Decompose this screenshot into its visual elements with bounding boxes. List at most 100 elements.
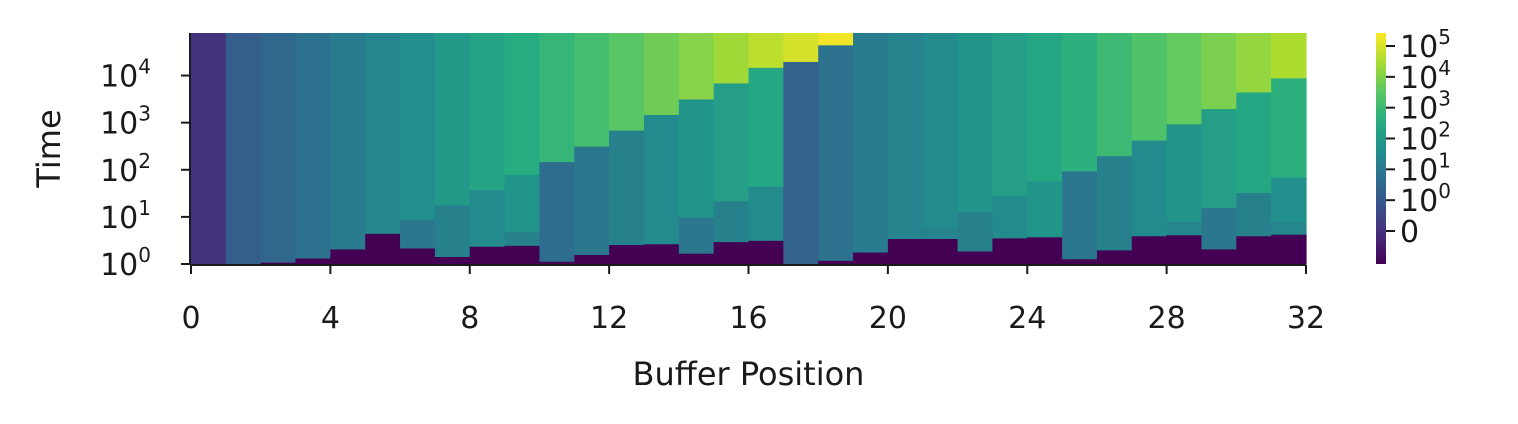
heatmap-cell <box>957 33 993 213</box>
heatmap-cell <box>365 33 401 234</box>
heatmap-cell <box>469 189 506 247</box>
heatmap-cell <box>1201 33 1237 110</box>
heatmap-cell <box>922 238 959 265</box>
heatmap-cell <box>678 33 715 100</box>
heatmap-cell <box>1271 221 1307 235</box>
y-tick-label: 103 <box>100 102 151 142</box>
colorbar-tick-label: 0 <box>1400 215 1419 250</box>
heatmap-cell <box>504 231 541 246</box>
heatmap-cell <box>1201 248 1237 265</box>
heatmap-cell <box>539 33 575 163</box>
heatmap-cell <box>992 237 1028 265</box>
heatmap-cell <box>609 33 645 131</box>
heatmap-cell <box>1096 249 1133 265</box>
heatmap-cell <box>434 204 471 257</box>
heatmap-cell <box>643 243 680 265</box>
heatmap-cell <box>469 33 506 191</box>
heatmap-cell <box>748 240 784 265</box>
heatmap-cell <box>1201 207 1237 250</box>
heatmap-cell <box>1271 77 1307 178</box>
heatmap-cell <box>853 33 889 253</box>
heatmap-cell <box>400 33 436 220</box>
heatmap-cell <box>678 98 715 218</box>
heatmap-cell <box>260 262 297 265</box>
heatmap-cell <box>1131 235 1168 265</box>
heatmap-cell <box>295 33 331 259</box>
heatmap-cell <box>1027 236 1063 265</box>
heatmap-cell <box>992 33 1028 197</box>
colorbar-tick-label: 101 <box>1400 148 1451 188</box>
heatmap-cell <box>1236 33 1272 93</box>
x-axis-label: Buffer Position <box>633 355 865 393</box>
heatmap-cell <box>643 114 680 245</box>
heatmap-cell <box>818 44 854 261</box>
heatmap-cell <box>400 247 436 265</box>
heatmap-cell <box>1271 234 1307 265</box>
x-tick-label: 16 <box>729 301 767 336</box>
colorbar-tick-label: 100 <box>1400 179 1451 219</box>
colorbar-tick-label: 103 <box>1400 87 1451 127</box>
heatmap-cell <box>574 254 610 265</box>
heatmap-cell <box>1131 139 1168 237</box>
y-tick-label: 100 <box>100 243 151 283</box>
heatmap-cell <box>469 246 506 265</box>
heatmap-cell <box>922 33 959 228</box>
heatmap-cell <box>574 145 610 255</box>
heatmap-cell <box>1166 33 1203 125</box>
heatmap-cell <box>1236 91 1272 194</box>
heatmap-cell <box>1236 192 1272 237</box>
x-tick-label: 4 <box>321 301 340 336</box>
heatmap-cell <box>783 61 819 265</box>
x-tick-label: 28 <box>1148 301 1186 336</box>
heatmap-cell <box>504 174 541 232</box>
heatmap-cell <box>609 129 645 246</box>
heatmap-cell <box>609 244 645 265</box>
heatmap-cell <box>992 195 1028 239</box>
heatmap-cell <box>1166 234 1203 265</box>
colorbar-tick-label: 105 <box>1400 25 1451 65</box>
x-axis: 0 4 8 12 16 20 24 28 32 <box>181 264 1325 336</box>
heatmap-cell <box>957 250 993 265</box>
heatmap-cell <box>1062 258 1098 265</box>
heatmap-cell <box>853 251 889 265</box>
heatmap-cell <box>191 33 227 265</box>
heatmap-cell <box>713 200 750 243</box>
heatmap-cell <box>1271 177 1307 223</box>
heatmap-cell <box>957 211 993 252</box>
heatmap-cell <box>400 219 436 249</box>
heatmap-cell <box>1027 180 1063 238</box>
colorbar-tick-label: 102 <box>1400 118 1451 158</box>
x-tick-label: 24 <box>1008 301 1046 336</box>
heatmap-cell <box>713 241 750 265</box>
heatmap-cell <box>295 257 331 265</box>
x-tick-label: 0 <box>181 301 200 336</box>
heatmap-cell <box>783 33 819 62</box>
heatmap-cell <box>225 33 262 265</box>
heatmap-cell <box>365 233 401 265</box>
y-axis-label: Time <box>30 109 68 188</box>
heatmap-cell <box>1096 155 1133 251</box>
y-tick-label: 102 <box>100 149 151 189</box>
y-tick-label: 101 <box>100 196 151 236</box>
heatmap-cell <box>504 33 541 175</box>
y-tick-label: 104 <box>100 55 151 95</box>
heatmap-cell <box>260 33 297 263</box>
heatmap-cell <box>748 186 784 241</box>
heatmap-cell <box>1131 33 1168 141</box>
x-tick-label: 32 <box>1287 301 1325 336</box>
y-axis: 100 101 102 103 104 <box>100 33 191 283</box>
heatmap-cell <box>574 33 610 147</box>
heatmap-cell <box>1096 33 1133 157</box>
x-tick-label: 8 <box>460 301 479 336</box>
heatmap-cell <box>713 33 750 84</box>
colorbar-gradient <box>1376 33 1386 264</box>
heatmap-cell <box>434 256 471 265</box>
heatmap-cell <box>539 161 575 262</box>
heatmap-cell <box>504 245 541 265</box>
heatmap-cell <box>678 253 715 265</box>
heatmap-cell <box>434 33 471 206</box>
colorbar-tick-label: 104 <box>1400 56 1451 96</box>
heatmap-cell <box>713 82 750 202</box>
heatmap-cell <box>1271 33 1307 79</box>
